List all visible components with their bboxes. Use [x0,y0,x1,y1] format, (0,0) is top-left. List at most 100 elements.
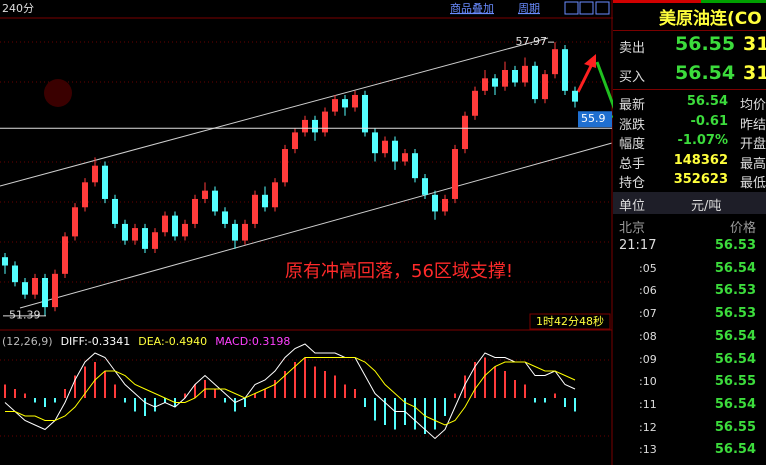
candle-body [242,223,248,241]
macd-bar [264,389,266,398]
high-label: 57.97 [516,35,548,48]
candle-body [492,78,498,87]
candle-body [232,223,238,241]
buy-label: 买入 [619,70,646,85]
ticks-header: 北京 [619,221,646,236]
candle-body [272,182,278,208]
overlay-button[interactable]: 商品叠加 [450,1,494,15]
macd-bar [554,393,556,398]
stat-label: 总手 [619,156,646,172]
candle-body [402,153,408,162]
macd-bar [254,393,256,398]
macd-bar [484,357,486,398]
macd-bar [474,362,476,398]
tick-time: :08 [639,329,657,343]
macd-bar [144,398,146,416]
macd-bar [344,384,346,398]
candle-body [222,211,228,224]
macd-bar [34,398,36,403]
period[interactable]: 240分 [2,2,34,15]
search-icon[interactable] [44,79,72,107]
candle-body [112,198,118,224]
stat-label: 最新 [619,98,646,113]
candle-body [162,215,168,233]
macd-bar [154,398,156,412]
tick-time: :12 [639,420,657,434]
candle-body [452,149,458,199]
bar [613,0,701,3]
macd-bar [564,398,566,407]
candle-body [22,282,28,295]
candle-body [72,207,78,237]
macd-bar [434,398,436,430]
candle-body [172,215,178,237]
unit-label: 单位 [619,199,646,214]
candle-body [122,223,128,241]
macd-bar [164,398,166,403]
stat-label: 最高 [740,156,766,172]
candle-body [552,49,558,75]
candle-body [382,140,388,154]
nav-icons[interactable] [564,1,610,15]
macd-bar [14,389,16,398]
macd-bar [394,398,396,430]
macd-bar [534,398,536,403]
macd-bar [104,371,106,398]
macd-bar [274,380,276,398]
candle-body [42,278,48,308]
tick-price: 56.53 [714,283,756,299]
candle-body [62,236,68,274]
macd-bar [244,398,246,407]
macd-bar [194,384,196,398]
tick-time: :06 [639,284,657,298]
macd-bar [184,393,186,398]
macd-bar [514,380,516,398]
tick-time: :10 [639,375,657,389]
tick-time: :11 [639,397,657,411]
tick-price: 56.55 [714,419,756,435]
candle-body [562,49,568,91]
macd-bar [384,398,386,425]
price-tag [578,111,612,128]
low-label: 51.39 [9,308,41,321]
tick-time: :13 [639,443,657,457]
macd-bar [334,375,336,398]
stat-label: 最低 [740,176,766,192]
macd-bar [44,398,46,407]
tick-price: 56.54 [714,396,756,412]
macd-bar [234,398,236,412]
macd-line [4,343,576,440]
buy-price: 56.54 [675,62,736,84]
candle-body [392,140,398,162]
macd-bar [284,371,286,398]
sell-volume: 31 [743,33,766,55]
candle-body [102,165,108,199]
candle-body [82,182,88,208]
macd-bar [324,371,326,398]
toolbar [0,0,613,18]
separator [613,89,766,90]
candle-body [52,273,58,308]
macd-line [5,357,576,426]
quote-panel: 美原油连(CO 卖出 56.55 31 买入 56.54 31 最新 56.54 均… [613,0,766,465]
candle-body [502,70,508,87]
candle-body [362,94,368,133]
bar [701,0,766,3]
candle-body [12,265,18,283]
macd-bar [544,398,546,403]
macd-bar [134,398,136,412]
candle-body [372,132,378,154]
channel-upper [0,37,549,187]
stat-value: -0.61 [690,113,728,129]
cycle-button[interactable]: 周期 [518,2,540,15]
stat-label: 均价 [740,98,766,113]
candle-body [342,99,348,108]
macd-bar [124,398,126,403]
macd-bar [64,389,66,398]
candle-body [462,115,468,150]
tick-price: 56.54 [714,442,756,458]
candle-body [542,74,548,100]
tick-price: 56.54 [714,328,756,344]
candle-body [422,178,428,195]
candle-body [292,132,298,150]
